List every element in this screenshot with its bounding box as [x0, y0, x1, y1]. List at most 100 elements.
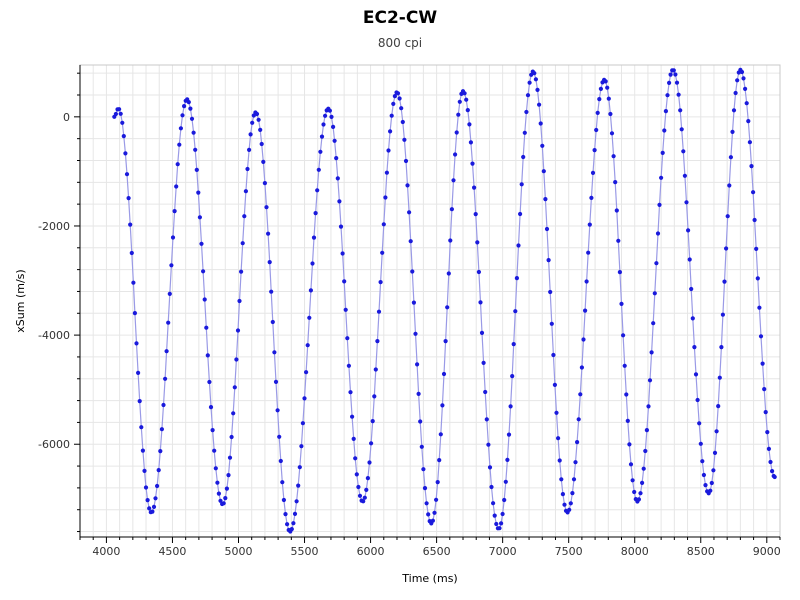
data-point — [273, 379, 279, 384]
data-point — [697, 421, 702, 426]
data-point — [743, 86, 748, 91]
data-point — [151, 504, 157, 509]
data-point — [264, 205, 269, 210]
data-point — [407, 210, 412, 215]
data-point — [248, 132, 253, 137]
data-point — [126, 196, 131, 201]
data-point — [403, 158, 409, 164]
x-tick-label: 7000 — [489, 545, 517, 558]
data-point — [508, 404, 513, 409]
data-point — [142, 468, 147, 473]
data-point — [369, 441, 374, 446]
data-point — [768, 459, 773, 465]
data-point — [434, 497, 439, 502]
data-point — [292, 511, 298, 516]
data-point — [345, 336, 350, 341]
data-point — [757, 305, 762, 310]
data-point — [716, 404, 721, 409]
data-point — [121, 134, 126, 139]
data-point — [535, 87, 540, 92]
data-point — [207, 379, 212, 385]
data-point — [703, 483, 708, 488]
data-point — [484, 417, 489, 422]
data-point — [337, 199, 342, 204]
data-point — [202, 297, 207, 302]
data-point — [667, 80, 672, 85]
data-point — [411, 300, 416, 305]
data-point — [649, 350, 654, 355]
data-point — [364, 487, 369, 492]
data-point — [643, 448, 648, 454]
data-point — [657, 202, 662, 207]
data-point — [686, 228, 691, 233]
data-point — [223, 496, 228, 501]
y-tick-label: -6000 — [38, 438, 70, 451]
data-point — [446, 271, 451, 276]
data-point — [256, 117, 261, 122]
data-point — [733, 90, 738, 96]
data-point — [747, 140, 753, 145]
data-point — [386, 148, 391, 153]
data-point — [334, 156, 339, 161]
data-point — [432, 510, 437, 515]
data-point — [235, 328, 241, 333]
data-point — [381, 222, 386, 227]
data-point — [687, 257, 692, 262]
data-point — [443, 339, 448, 344]
data-point — [188, 106, 193, 111]
data-point — [476, 269, 481, 275]
data-point — [499, 521, 504, 526]
data-point — [492, 513, 497, 518]
data-point — [239, 269, 244, 274]
data-point — [370, 419, 375, 424]
chart-subtitle: 800 cpi — [377, 36, 423, 50]
chart-title: EC2-CW — [362, 8, 438, 28]
data-point — [701, 472, 707, 478]
data-point — [700, 459, 705, 464]
y-tick-label: 0 — [63, 111, 70, 124]
data-point — [503, 479, 508, 484]
data-point — [668, 72, 673, 77]
data-point — [744, 101, 749, 106]
data-point — [327, 108, 332, 113]
data-point — [628, 462, 634, 467]
data-point — [254, 111, 260, 117]
data-point — [261, 159, 266, 164]
data-point — [299, 444, 304, 449]
data-point — [598, 86, 604, 91]
data-point — [343, 307, 348, 312]
data-point — [351, 436, 356, 441]
data-point — [270, 319, 275, 325]
data-point — [419, 444, 424, 449]
axes: 4000 4500 5000 5500 6000 6500 7000 7500 8000 8500… — [38, 65, 781, 558]
data-point — [164, 349, 169, 354]
data-point — [665, 93, 670, 98]
data-point — [671, 68, 676, 73]
data-point — [589, 195, 594, 200]
data-point — [348, 390, 353, 395]
data-point — [302, 396, 307, 401]
data-point — [511, 342, 516, 347]
data-point — [186, 100, 191, 105]
data-point — [397, 96, 402, 101]
data-point — [518, 211, 523, 217]
data-point — [167, 291, 172, 296]
data-point — [571, 477, 577, 482]
data-point — [763, 410, 768, 415]
data-point — [679, 127, 684, 132]
data-point — [283, 511, 288, 517]
data-point — [494, 521, 499, 527]
data-point — [720, 312, 726, 317]
data-point — [567, 507, 572, 512]
series-xsum — [112, 67, 777, 534]
data-point — [389, 113, 394, 118]
data-point — [749, 164, 754, 169]
data-point — [323, 113, 328, 118]
data-point — [372, 394, 377, 399]
data-point — [356, 484, 361, 490]
data-point — [266, 231, 271, 236]
data-point — [554, 410, 559, 415]
data-point — [681, 149, 686, 154]
data-point — [692, 345, 697, 350]
